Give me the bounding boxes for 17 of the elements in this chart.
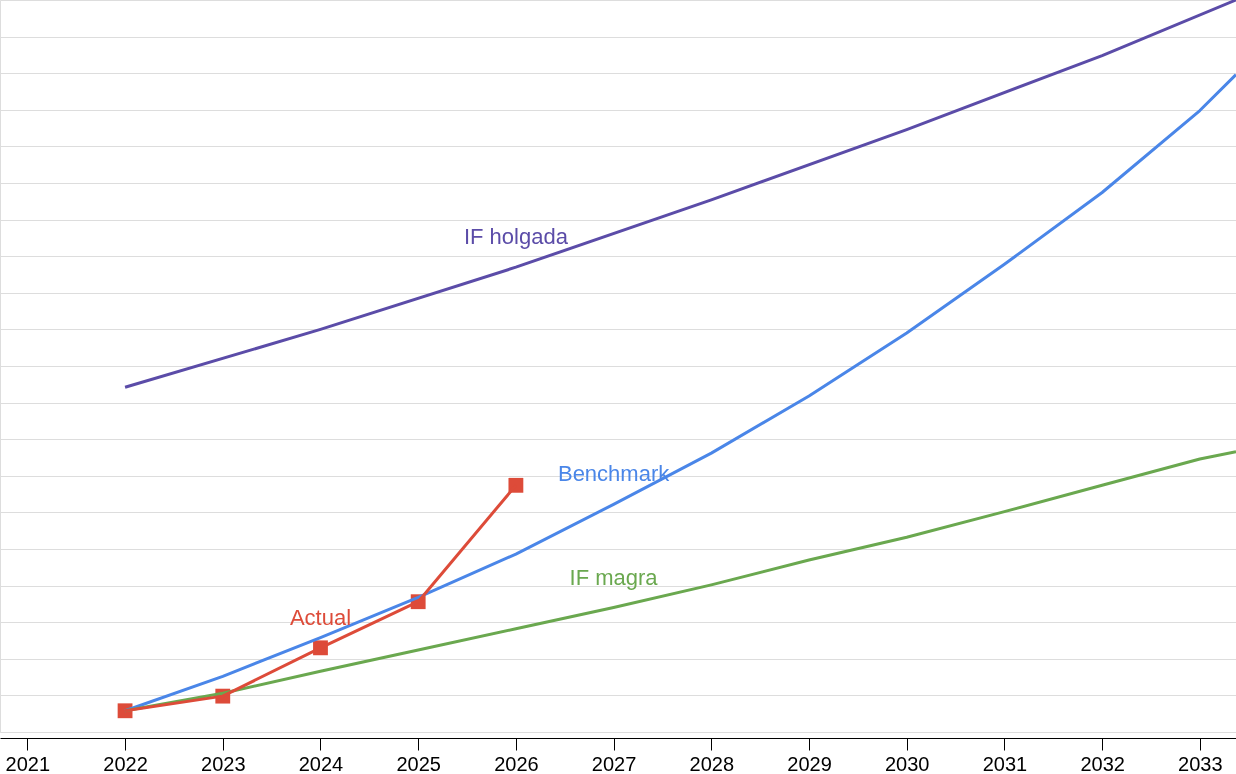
series-label: Actual [289, 604, 352, 630]
x-tick-label: 2028 [689, 752, 735, 774]
x-tick-label: 2025 [396, 752, 441, 774]
x-tick-label: 2029 [787, 752, 832, 774]
x-tick-label: 2024 [298, 752, 344, 774]
x-tick-label: 2030 [884, 752, 930, 774]
x-tick-label: 2031 [982, 752, 1028, 774]
x-tick-label: 2026 [494, 752, 539, 774]
x-tick-label: 2032 [1080, 752, 1125, 774]
x-tick-label: 2033 [1178, 752, 1223, 774]
series-label: IF magra [569, 564, 659, 590]
x-tick-label: 2022 [103, 752, 148, 774]
x-tick-label: 2023 [201, 752, 246, 774]
x-tick-label: 2021 [5, 752, 51, 774]
series-label: Benchmark [557, 461, 671, 487]
x-tick-label: 2027 [591, 752, 637, 774]
series-label: IF holgada [463, 224, 569, 250]
